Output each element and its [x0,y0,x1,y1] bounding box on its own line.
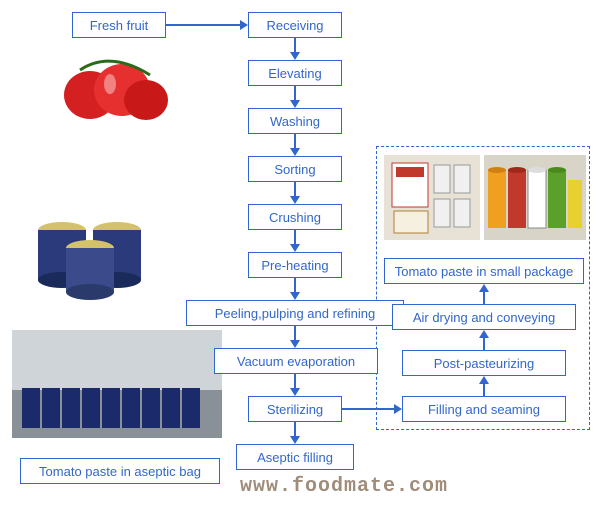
arrow-head [394,404,402,414]
node-fresh-fruit: Fresh fruit [72,12,166,38]
node-label: Receiving [266,18,323,33]
node-receiving: Receiving [248,12,342,38]
node-label: Pre-heating [261,258,328,273]
node-label: Sterilizing [267,402,323,417]
arrow [483,384,485,396]
image-cans [22,200,162,300]
node-label: Vacuum evaporation [237,354,355,369]
arrow [294,278,296,292]
node-aseptic-filling: Aseptic filling [236,444,354,470]
node-label: Air drying and conveying [413,310,555,325]
node-label: Filling and seaming [428,402,540,417]
arrow-head [290,100,300,108]
node-sterilizing: Sterilizing [248,396,342,422]
node-crushing: Crushing [248,204,342,230]
node-label: Crushing [269,210,321,225]
watermark-text: www.foodmate.com [240,475,448,498]
node-label: Aseptic filling [257,450,333,465]
arrow-head [479,330,489,338]
arrow [294,134,296,148]
image-packets [384,155,480,240]
node-label: Peeling,pulping and refining [215,306,375,321]
node-small-package: Tomato paste in small package [384,258,584,284]
node-label: Sorting [274,162,315,177]
node-elevating: Elevating [248,60,342,86]
node-post-pasteurizing: Post-pasteurizing [402,350,566,376]
image-tomatoes [50,40,170,130]
arrow [294,422,296,436]
node-filling-seaming: Filling and seaming [402,396,566,422]
arrow [294,182,296,196]
node-vacuum: Vacuum evaporation [214,348,378,374]
arrow [294,230,296,244]
arrow-head [290,244,300,252]
arrow [166,24,240,26]
image-barrels [12,330,222,438]
arrow-head [479,376,489,384]
node-label: Fresh fruit [90,18,149,33]
node-peeling: Peeling,pulping and refining [186,300,404,326]
node-label: Tomato paste in small package [395,264,573,279]
arrow-head [479,284,489,292]
image-cans-row [484,155,586,240]
arrow [483,338,485,350]
node-sorting: Sorting [248,156,342,182]
node-air-drying: Air drying and conveying [392,304,576,330]
arrow-head [290,340,300,348]
arrow [294,38,296,52]
arrow-head [290,148,300,156]
arrow [294,326,296,340]
node-label: Post-pasteurizing [434,356,534,371]
arrow-head [290,388,300,396]
arrow [294,86,296,100]
arrow-head [290,436,300,444]
arrow [294,374,296,388]
node-washing: Washing [248,108,342,134]
arrow [342,408,394,410]
node-label: Tomato paste in aseptic bag [39,464,201,479]
arrow [483,292,485,304]
arrow-head [290,52,300,60]
arrow-head [240,20,248,30]
arrow-head [290,292,300,300]
arrow-head [290,196,300,204]
watermark: www.foodmate.com [240,475,448,498]
node-aseptic-bag: Tomato paste in aseptic bag [20,458,220,484]
node-label: Elevating [268,66,321,81]
node-label: Washing [270,114,320,129]
node-preheating: Pre-heating [248,252,342,278]
